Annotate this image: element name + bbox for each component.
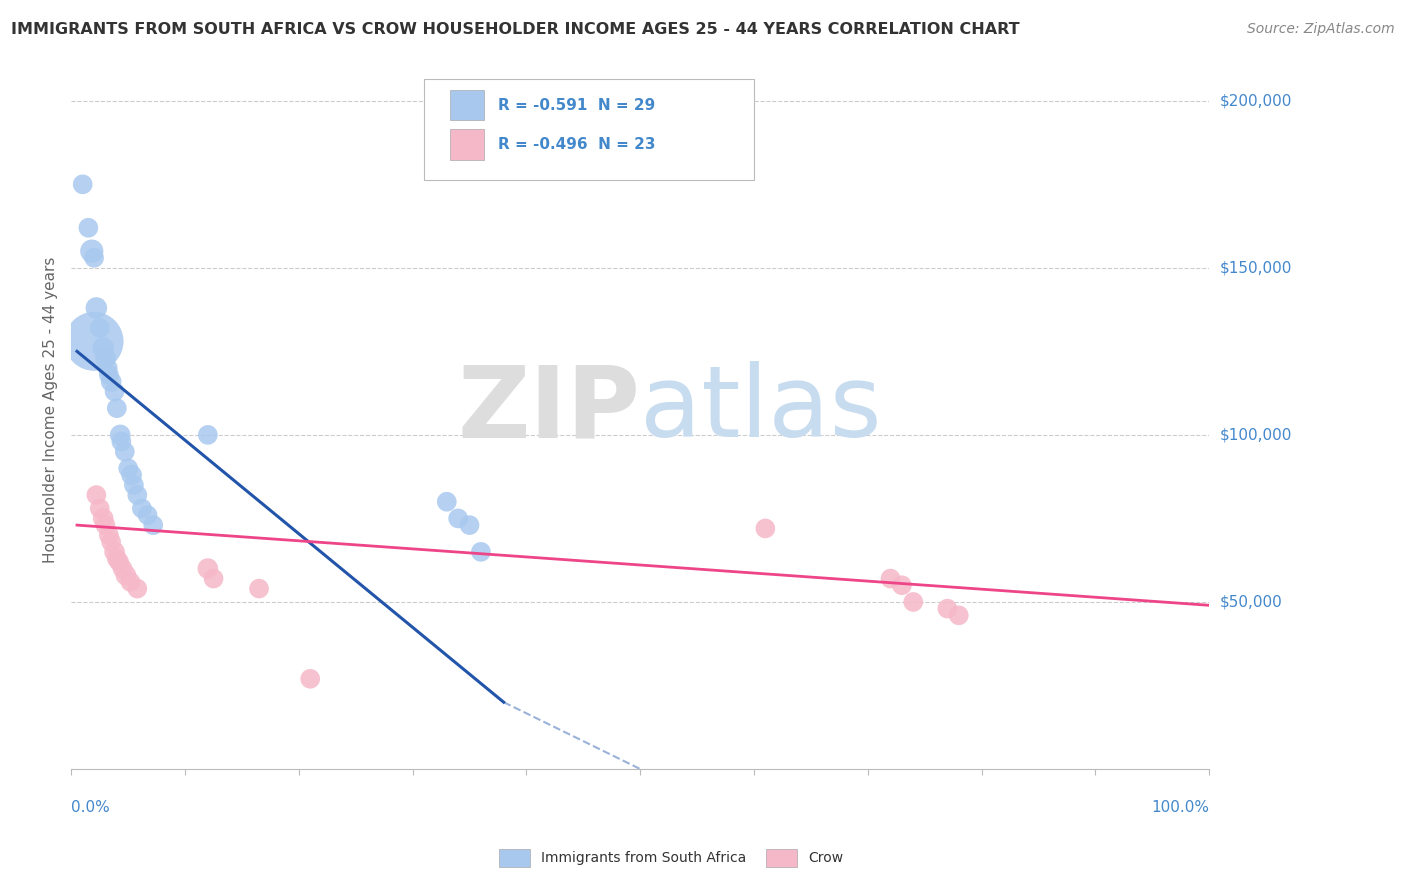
Text: 0.0%: 0.0%: [72, 799, 110, 814]
Point: [91, 511, 114, 525]
Point: [110, 428, 132, 442]
Point: [136, 508, 159, 522]
Point: [115, 568, 138, 582]
Bar: [766, 849, 797, 867]
Text: $200,000: $200,000: [1220, 94, 1292, 108]
Point: [247, 582, 270, 596]
FancyBboxPatch shape: [450, 129, 484, 160]
Point: [948, 608, 970, 623]
Y-axis label: Householder Income Ages 25 - 44 years: Householder Income Ages 25 - 44 years: [44, 257, 58, 563]
Point: [100, 534, 122, 549]
Point: [108, 555, 131, 569]
Point: [142, 518, 165, 533]
Point: [936, 601, 959, 615]
Point: [89, 501, 111, 516]
Point: [470, 545, 492, 559]
Point: [105, 401, 128, 416]
Point: [127, 488, 149, 502]
Point: [197, 561, 219, 575]
Point: [122, 478, 145, 492]
Point: [436, 494, 458, 508]
Point: [72, 178, 94, 192]
Point: [127, 582, 149, 596]
Point: [103, 545, 125, 559]
Text: IMMIGRANTS FROM SOUTH AFRICA VS CROW HOUSEHOLDER INCOME AGES 25 - 44 YEARS CORRE: IMMIGRANTS FROM SOUTH AFRICA VS CROW HOU…: [11, 22, 1019, 37]
Point: [91, 341, 114, 355]
Point: [117, 461, 139, 475]
Point: [458, 518, 481, 533]
Point: [86, 301, 108, 315]
Point: [111, 561, 134, 575]
Point: [77, 220, 100, 235]
Text: 100.0%: 100.0%: [1152, 799, 1209, 814]
Point: [197, 428, 219, 442]
Point: [114, 444, 136, 458]
FancyBboxPatch shape: [425, 79, 754, 180]
Point: [202, 572, 225, 586]
Point: [97, 368, 120, 382]
Point: [110, 434, 132, 449]
Bar: [499, 849, 530, 867]
Point: [100, 375, 122, 389]
Point: [120, 574, 142, 589]
Point: [447, 511, 470, 525]
Point: [83, 251, 105, 265]
FancyBboxPatch shape: [450, 90, 484, 120]
Point: [105, 551, 128, 566]
Point: [86, 488, 108, 502]
Point: [94, 351, 117, 365]
Point: [94, 518, 117, 533]
Point: [89, 321, 111, 335]
Point: [131, 501, 153, 516]
Text: $50,000: $50,000: [1220, 594, 1282, 609]
Text: $150,000: $150,000: [1220, 260, 1292, 276]
Text: Immigrants from South Africa: Immigrants from South Africa: [541, 851, 747, 865]
Point: [299, 672, 322, 686]
Point: [83, 334, 105, 349]
Point: [903, 595, 925, 609]
Text: Source: ZipAtlas.com: Source: ZipAtlas.com: [1247, 22, 1395, 37]
Text: atlas: atlas: [640, 361, 882, 458]
Text: R = -0.496  N = 23: R = -0.496 N = 23: [498, 137, 655, 152]
Text: ZIP: ZIP: [457, 361, 640, 458]
Point: [103, 384, 125, 399]
Point: [890, 578, 912, 592]
Point: [80, 244, 103, 259]
Point: [97, 528, 120, 542]
Point: [97, 361, 120, 376]
Text: Crow: Crow: [808, 851, 844, 865]
Point: [121, 468, 143, 483]
Text: $100,000: $100,000: [1220, 427, 1292, 442]
Text: R = -0.591  N = 29: R = -0.591 N = 29: [498, 98, 655, 112]
Point: [754, 521, 776, 535]
Point: [879, 572, 901, 586]
